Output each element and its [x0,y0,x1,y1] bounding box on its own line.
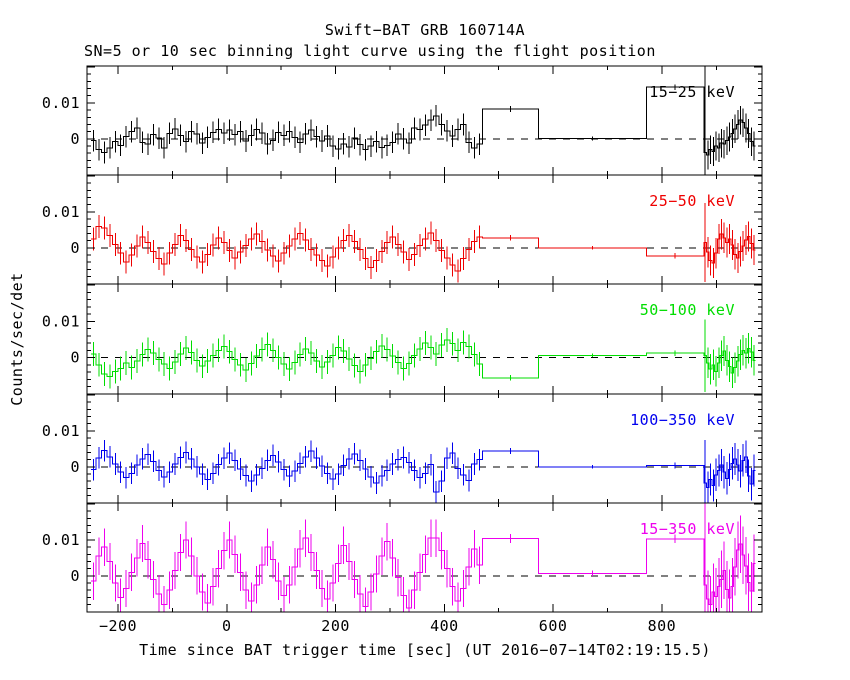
band-label: 15−350 keV [640,520,735,538]
chart-subtitle: SN=5 or 10 sec binning light curve using… [84,42,656,60]
y-tick-label: 0.01 [42,203,80,221]
x-tick-label: 200 [321,617,350,635]
panel-2-data [87,319,762,392]
chart-title: Swift−BAT GRB 160714A [324,21,526,39]
error-bars [93,439,755,503]
error-bars [93,503,755,612]
x-tick-label: −200 [99,617,137,635]
error-bars [93,319,755,392]
x-tick-label: 400 [430,617,459,635]
y-tick-label: 0 [70,239,80,257]
y-tick-label: 0.01 [42,422,80,440]
x-tick-label: 0 [222,617,232,635]
panel-3-data [87,439,762,503]
panel-0-data [87,66,762,175]
band-label: 100−350 keV [630,411,735,429]
error-bars [93,203,755,283]
y-tick-label: 0.01 [42,531,80,549]
y-tick-label: 0 [70,567,80,585]
light-curve-steps [90,86,756,156]
y-tick-label: 0.01 [42,312,80,330]
panel-4-data [87,503,762,612]
x-tick-label: 600 [539,617,568,635]
panel-1-data [87,203,762,283]
y-tick-label: 0 [70,458,80,476]
light-curve-steps [90,537,756,609]
band-label: 25−50 keV [649,192,735,210]
light-curve-steps [90,339,756,379]
y-tick-label: 0.01 [42,94,80,112]
y-tick-label: 0 [70,349,80,367]
light-curve-steps [90,225,756,272]
band-label: 50−100 keV [640,301,735,319]
x-axis-label: Time since BAT trigger time [sec] (UT 20… [139,641,711,659]
error-bars [93,66,755,175]
light-curve-steps [90,450,756,493]
band-label: 15−25 keV [649,83,735,101]
x-tick-label: 800 [648,617,677,635]
panel-frame [86,502,763,613]
y-tick-label: 0 [70,130,80,148]
panel-ticks [87,503,762,613]
